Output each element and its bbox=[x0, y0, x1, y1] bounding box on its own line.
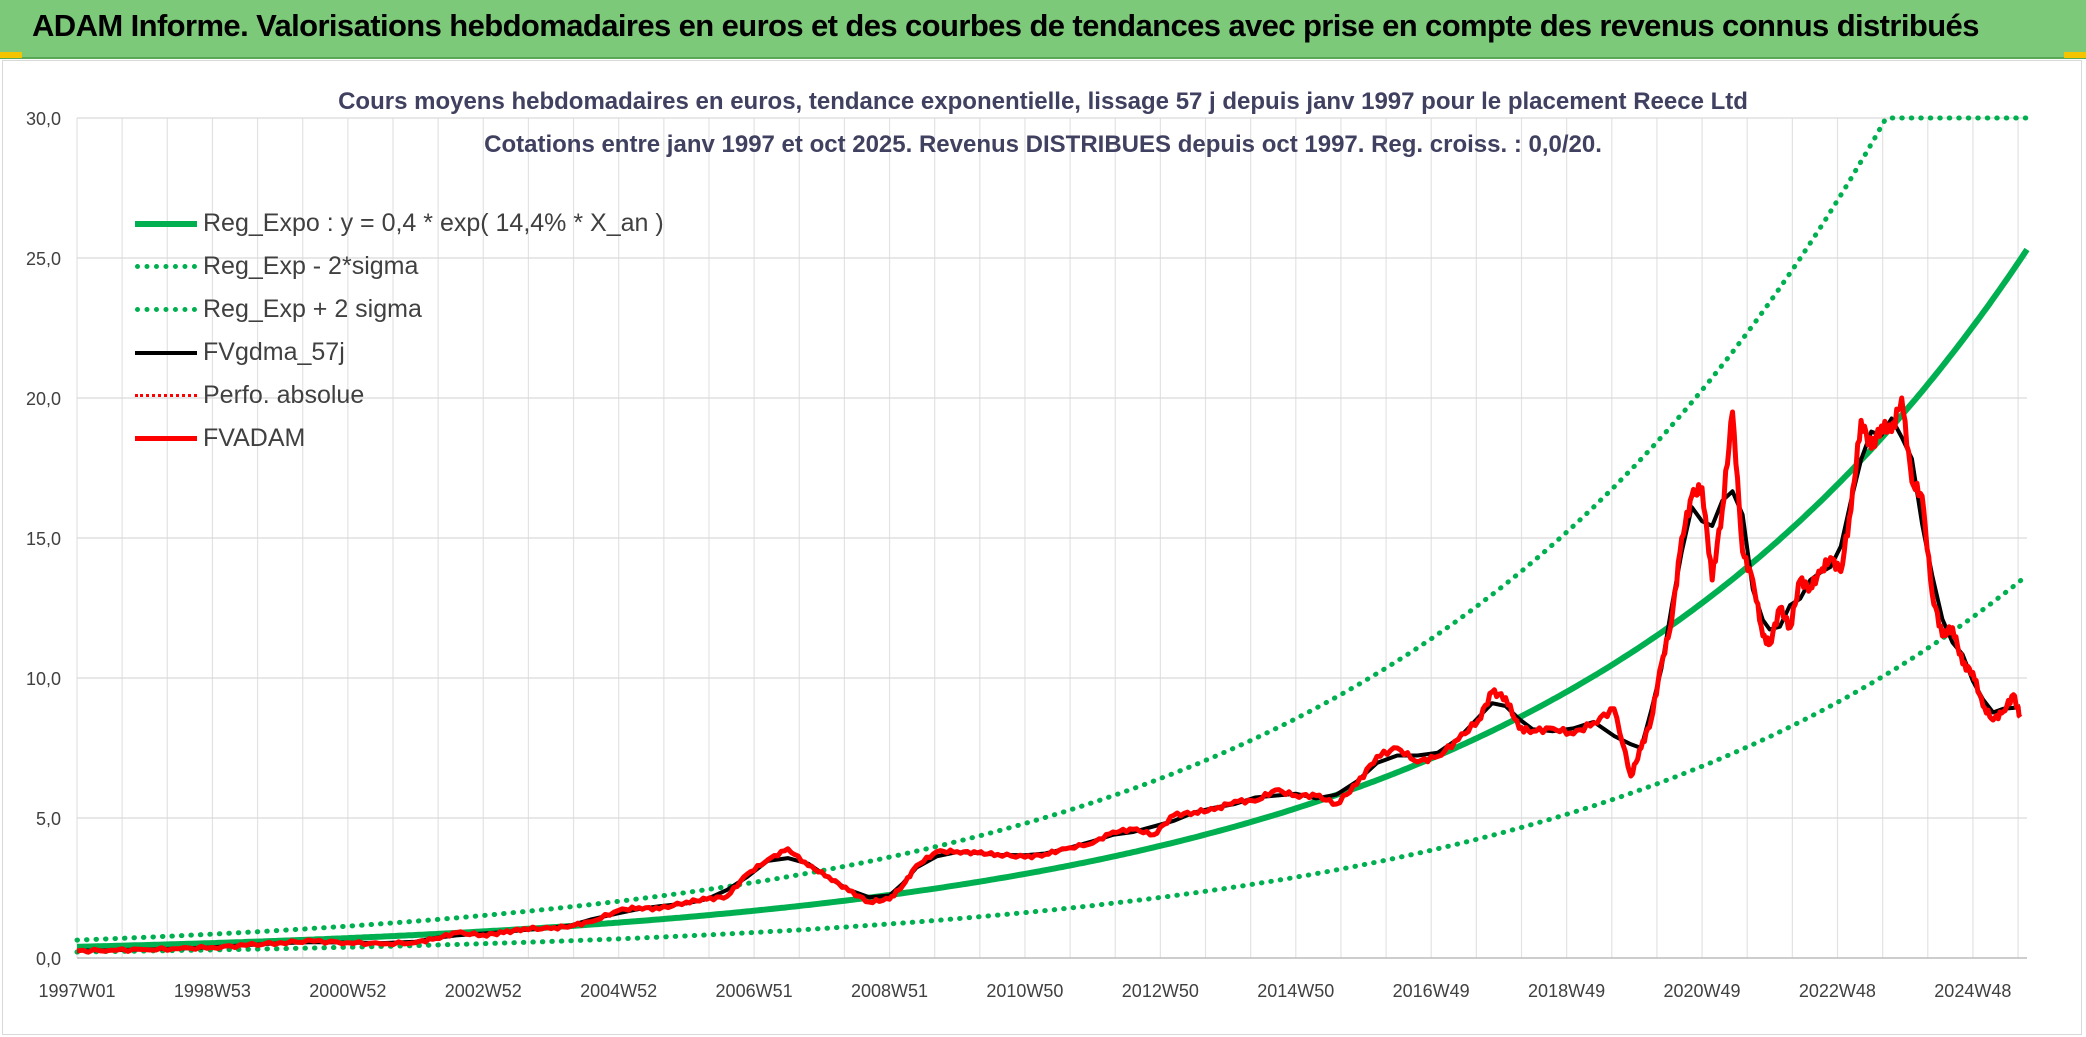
x-tick-label: 2016W49 bbox=[1393, 981, 1470, 1001]
x-tick-label: 2010W50 bbox=[986, 981, 1063, 1001]
legend-label-reg-expo: Reg_Expo : y = 0,4 * exp( 14,4% * X_an ) bbox=[203, 209, 664, 237]
legend-swatch-reg-expo bbox=[135, 220, 197, 227]
x-tick-label: 2022W48 bbox=[1799, 981, 1876, 1001]
x-tick-label: 2014W50 bbox=[1257, 981, 1334, 1001]
legend-item-reg-exp-minus: Reg_Exp - 2*sigma bbox=[135, 245, 664, 288]
legend-label-fvadam: FVADAM bbox=[203, 424, 306, 452]
x-tick-label: 1998W53 bbox=[174, 981, 251, 1001]
legend-label-reg-exp-minus: Reg_Exp - 2*sigma bbox=[203, 252, 419, 280]
x-tick-label: 2012W50 bbox=[1122, 981, 1199, 1001]
x-tick-label: 2004W52 bbox=[580, 981, 657, 1001]
page-title: ADAM Informe. Valorisations hebdomadaire… bbox=[32, 8, 1979, 43]
chart-title-line-2: Cotations entre janv 1997 et oct 2025. R… bbox=[484, 131, 1602, 158]
y-tick-label: 30,0 bbox=[26, 109, 61, 129]
y-tick-label: 5,0 bbox=[36, 809, 61, 829]
header-corner-right bbox=[2064, 52, 2086, 58]
series-reg-exp-plus-2sigma bbox=[74, 115, 2030, 943]
legend-item-fvadam: FVADAM bbox=[135, 417, 664, 460]
x-tick-label: 2000W52 bbox=[309, 981, 386, 1001]
legend-swatch-fvadam bbox=[135, 436, 197, 441]
axis-layer: 0,0 5,0 10,0 15,0 20,0 25,0 30,0 1997W01 1998W53… bbox=[26, 109, 2027, 1001]
x-tick-label: 2024W48 bbox=[1934, 981, 2011, 1001]
x-tick-label: 1997W01 bbox=[38, 981, 115, 1001]
y-tick-label: 20,0 bbox=[26, 389, 61, 409]
series-fvadam bbox=[76, 395, 2023, 955]
legend: Reg_Expo : y = 0,4 * exp( 14,4% * X_an )… bbox=[135, 202, 664, 460]
chart-title-line-1: Cours moyens hebdomadaires en euros, ten… bbox=[338, 88, 1748, 115]
legend-label-perfo-absolue: Perfo. absolue bbox=[203, 381, 365, 409]
y-tick-label: 25,0 bbox=[26, 249, 61, 269]
legend-item-reg-exp-plus: Reg_Exp + 2 sigma bbox=[135, 288, 664, 331]
legend-label-reg-exp-plus: Reg_Exp + 2 sigma bbox=[203, 295, 422, 323]
series-reg-expo bbox=[76, 247, 2030, 950]
legend-item-fvgdma: FVgdma_57j bbox=[135, 331, 664, 374]
series-layer bbox=[74, 115, 2030, 955]
y-tick-label: 10,0 bbox=[26, 669, 61, 689]
legend-swatch-reg-exp-minus bbox=[135, 264, 197, 269]
x-tick-label: 2008W51 bbox=[851, 981, 928, 1001]
y-tick-label: 0,0 bbox=[36, 949, 61, 969]
grid-layer bbox=[76, 117, 2027, 959]
legend-swatch-reg-exp-plus bbox=[135, 307, 197, 312]
series-reg-exp-minus-2sigma bbox=[74, 572, 2030, 955]
legend-swatch-fvgdma bbox=[135, 350, 197, 355]
legend-label-fvgdma: FVgdma_57j bbox=[203, 338, 345, 366]
chart-frame bbox=[2, 60, 2082, 1035]
y-tick-label: 15,0 bbox=[26, 529, 61, 549]
legend-item-perfo-absolue: Perfo. absolue bbox=[135, 374, 664, 417]
legend-item-reg-expo: Reg_Expo : y = 0,4 * exp( 14,4% * X_an ) bbox=[135, 202, 664, 245]
x-tick-label: 2002W52 bbox=[445, 981, 522, 1001]
legend-swatch-perfo-absolue bbox=[135, 394, 197, 397]
header-corner-left bbox=[0, 52, 22, 58]
x-tick-label: 2020W49 bbox=[1663, 981, 1740, 1001]
header-bar: ADAM Informe. Valorisations hebdomadaire… bbox=[0, 0, 2086, 59]
x-tick-label: 2018W49 bbox=[1528, 981, 1605, 1001]
x-tick-label: 2006W51 bbox=[716, 981, 793, 1001]
